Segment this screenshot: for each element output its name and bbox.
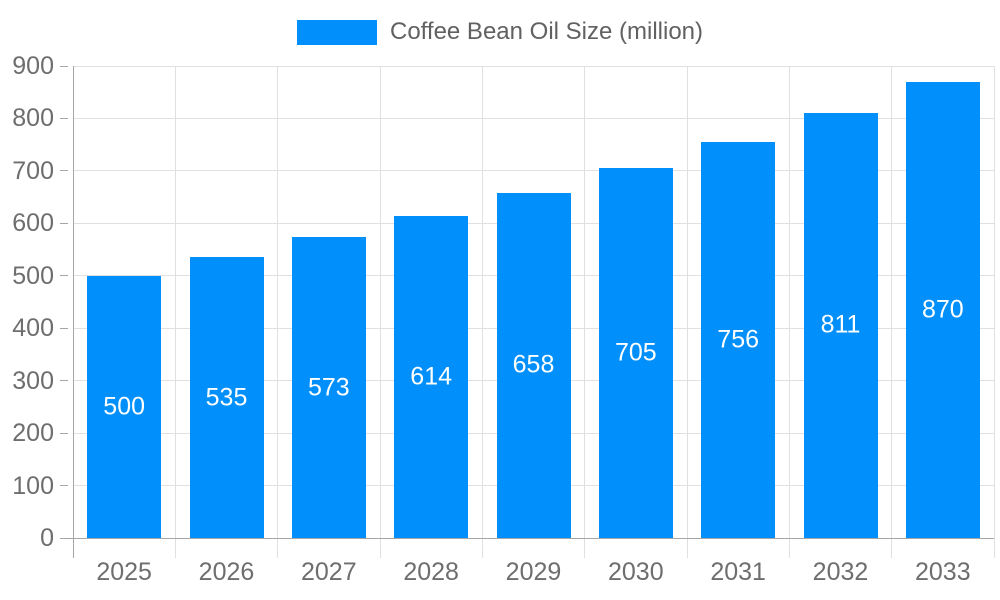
- bar-value-label: 870: [921, 295, 964, 324]
- bar-value-label: 500: [103, 392, 146, 421]
- gridline-vertical: [174, 66, 176, 558]
- y-axis-tick: [60, 432, 68, 434]
- y-axis-label: 500: [12, 261, 54, 290]
- y-axis-tick: [60, 485, 68, 487]
- bar[interactable]: 573: [291, 237, 366, 538]
- bar[interactable]: 500: [87, 275, 162, 538]
- x-axis-label: 2030: [608, 558, 664, 586]
- x-axis-label: 2025: [96, 558, 152, 586]
- x-axis-label: 2029: [505, 558, 562, 586]
- bar-value-label: 535: [205, 383, 248, 412]
- x-axis-label: 2033: [915, 558, 971, 586]
- gridline-vertical: [686, 66, 688, 558]
- y-axis-label: 0: [40, 524, 54, 552]
- y-axis-tick: [60, 65, 68, 67]
- y-axis-tick: [60, 117, 68, 119]
- bar[interactable]: 870: [905, 81, 980, 538]
- bar[interactable]: 705: [598, 168, 673, 538]
- gridline-vertical: [481, 66, 483, 558]
- gridline-vertical: [277, 66, 279, 558]
- y-axis-label: 200: [12, 419, 54, 448]
- x-axis-label: 2027: [301, 558, 357, 586]
- y-axis-tick: [60, 275, 68, 277]
- gridline-vertical: [891, 66, 893, 558]
- bar-value-label: 756: [717, 325, 760, 354]
- bar-value-label: 705: [614, 338, 657, 367]
- y-axis-tick: [60, 380, 68, 382]
- y-axis-tick: [60, 327, 68, 329]
- legend[interactable]: Coffee Bean Oil Size (million): [0, 18, 1000, 46]
- bar[interactable]: 535: [189, 257, 264, 538]
- gridline-vertical: [993, 66, 995, 558]
- x-axis-label: 2026: [198, 558, 255, 586]
- legend-label: Coffee Bean Oil Size (million): [389, 18, 704, 45]
- x-axis-label: 2031: [710, 558, 766, 586]
- gridline-vertical: [379, 66, 381, 558]
- x-axis-label: 2032: [812, 558, 869, 586]
- gridline-horizontal: [73, 117, 994, 119]
- y-axis-label: 600: [12, 209, 54, 238]
- bar-value-label: 614: [410, 362, 453, 391]
- y-axis-label: 900: [12, 52, 54, 80]
- x-axis-label: 2028: [403, 558, 459, 586]
- bar-value-label: 658: [512, 350, 555, 379]
- gridline-vertical: [788, 66, 790, 558]
- y-axis-tick: [60, 222, 68, 224]
- bar[interactable]: 658: [496, 192, 571, 538]
- gridline-vertical: [584, 66, 586, 558]
- legend-marker: [296, 19, 377, 45]
- y-axis-label: 700: [12, 156, 54, 185]
- bar[interactable]: 811: [803, 112, 878, 538]
- y-axis-label: 400: [12, 314, 54, 343]
- x-axis-line: [60, 537, 994, 539]
- y-axis-label: 800: [12, 104, 54, 133]
- bar[interactable]: 614: [394, 215, 469, 538]
- bar-value-label: 573: [307, 373, 350, 402]
- bar-value-label: 811: [820, 310, 861, 339]
- y-axis-label: 100: [12, 471, 54, 500]
- bar[interactable]: 756: [701, 141, 776, 538]
- gridline-horizontal: [73, 65, 994, 67]
- gridline-horizontal: [73, 170, 994, 172]
- y-axis-line: [72, 66, 74, 558]
- y-axis-label: 300: [12, 366, 54, 395]
- y-axis-tick: [60, 170, 68, 172]
